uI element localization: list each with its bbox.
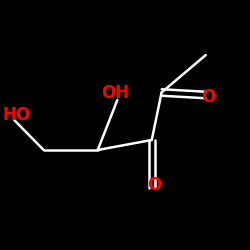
Text: O: O bbox=[201, 88, 215, 106]
Text: HO: HO bbox=[2, 106, 31, 124]
Text: O: O bbox=[147, 176, 161, 194]
Text: OH: OH bbox=[101, 84, 129, 102]
